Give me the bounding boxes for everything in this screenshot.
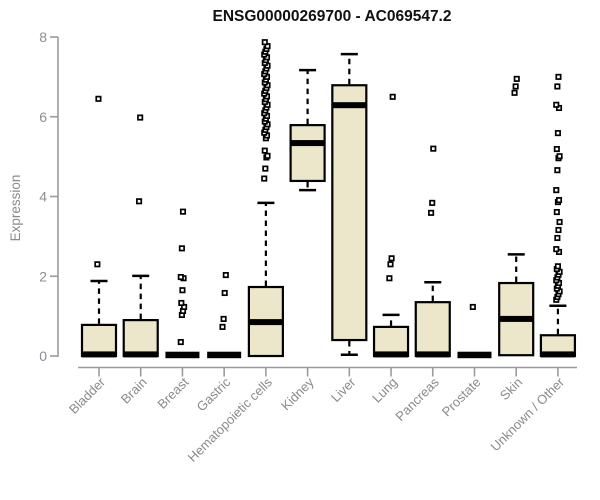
median-line [540,351,575,358]
box-brain [122,114,159,358]
outlier-point [430,145,437,152]
outlier-point [555,73,562,80]
boxes [80,39,577,359]
outlier-point [261,39,268,46]
outlier-point [178,299,185,307]
outlier-point [553,246,560,253]
box [331,84,368,342]
box [414,301,451,358]
x-category-label: Prostate [439,375,484,420]
outlier-point [512,83,519,90]
outlier-point [554,234,561,242]
y-tick-label: 8 [39,29,47,45]
outlier-point [220,315,227,322]
box-prostate [457,303,492,359]
outlier-point [95,95,102,102]
outlier-point [264,152,271,159]
collapsed-box [165,351,200,359]
outlier-point [511,89,518,96]
x-category-label: Kidney [278,374,317,413]
x-category-label: Pancreas [392,374,442,424]
outlier-point [428,209,435,216]
outlier-point [261,175,268,182]
box-hematopoietic-cells [247,39,284,358]
outlier-point [556,153,563,160]
median-line [290,140,325,147]
median-line [332,102,367,109]
chart-title: ENSG00000269700 - AC069547.2 [213,8,452,25]
x-category-label: Lung [369,375,400,406]
outlier-point [219,323,226,330]
box-breast [165,208,200,359]
outlier-point [261,147,268,154]
x-category-label: Skin [497,375,525,403]
outlier-point [179,208,187,215]
outlier-point [179,287,186,294]
y-axis-label: Expression [8,175,23,242]
outlier-point [554,167,561,174]
x-category-label: Liver [328,374,359,405]
y-tick-label: 0 [39,348,47,364]
outlier-point [262,165,269,172]
collapsed-box [457,351,492,359]
outlier-point [469,303,476,311]
outlier-point [553,209,560,216]
x-category-label: Unknown / Other [487,374,567,454]
median-line [415,351,450,358]
outlier-point [386,275,393,282]
outlier-point [513,75,520,82]
box-unknown-other [539,73,577,358]
outlier-point [137,114,144,121]
outlier-point [177,273,184,281]
x-category-label: Bladder [66,374,109,417]
y-tick-label: 6 [39,109,47,125]
box [122,319,159,358]
median-line [82,351,116,358]
box-lung [372,93,410,358]
box-bladder [80,95,118,358]
outlier-point [554,263,561,270]
y-tick-label: 4 [39,189,47,205]
outlier-point [388,255,395,262]
collapsed-box [207,351,242,359]
outlier-point [177,338,184,346]
outlier-point [553,145,560,153]
box-skin [498,75,535,357]
median-line [499,315,534,322]
outlier-point [178,245,185,252]
outlier-point [222,272,229,279]
x-category-label: Brain [118,375,150,407]
outlier-point [556,218,563,226]
x-category-label: Breast [154,374,191,411]
box [80,323,118,358]
box-pancreas [414,145,451,358]
x-category-label: Gastric [194,374,234,414]
box [289,124,326,183]
outlier-point [429,199,436,206]
outlier-point [555,197,563,204]
box-liver [331,52,368,357]
outlier-point [554,130,561,137]
median-line [374,351,409,358]
y-tick-label: 2 [39,268,47,284]
outlier-point [554,83,561,90]
median-line [123,351,158,358]
outlier-point [387,261,394,268]
outlier-point [94,261,101,268]
outlier-point [136,198,143,205]
outlier-point [555,226,562,234]
outlier-point [221,289,228,297]
box-gastric [207,272,242,359]
outlier-point [553,101,560,108]
outlier-point [553,187,560,194]
box-kidney [289,68,326,192]
median-line [248,319,283,326]
outlier-point [389,93,396,100]
